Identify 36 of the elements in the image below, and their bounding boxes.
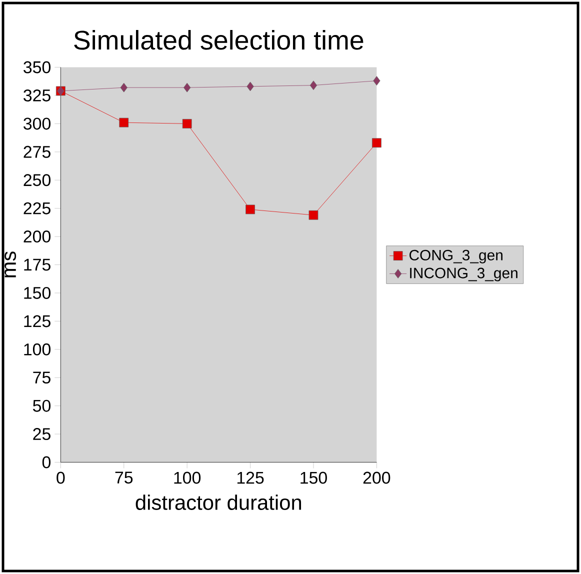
y-tick-label: 100 [24,343,50,356]
x-tick-label: 0 [56,472,65,484]
y-tick-label: 25 [33,428,50,440]
point [120,82,128,92]
point [246,82,254,92]
point [310,80,318,90]
y-tick-label: 50 [32,400,51,412]
x-tick-label: 200 [363,472,390,484]
point [373,76,380,86]
x-tick-label: 125 [237,472,264,484]
point [308,210,318,220]
point [182,118,192,128]
point [184,82,191,92]
y-tick-label: 175 [24,258,50,271]
point [119,118,129,128]
y-tick-label: 75 [33,372,50,384]
y-tick-label: 225 [24,202,50,214]
chart-title: Simulated selection time [74,30,364,50]
y-tick-label: 250 [24,174,50,186]
x-tick-label: 100 [174,472,201,484]
legend-label: CONG_3_gen [410,250,502,264]
y-tick-label: 200 [24,230,50,243]
x-tick-label: 75 [115,472,133,484]
y-tick-label: 0 [42,456,51,468]
y-tick-label: 325 [24,89,50,102]
legend-label: INCONG_3_gen [410,268,518,282]
x-tick-label: 150 [300,472,327,484]
y-tick-label: 150 [24,286,50,299]
x-axis-title: distractor duration [136,494,302,510]
y-tick-label: 275 [24,146,50,158]
y-tick-label: 350 [24,61,50,74]
y-axis-title: ms [4,252,16,278]
point [372,138,382,148]
point [246,204,255,214]
y-tick-label: 300 [24,118,50,130]
y-tick-label: 125 [24,315,50,328]
